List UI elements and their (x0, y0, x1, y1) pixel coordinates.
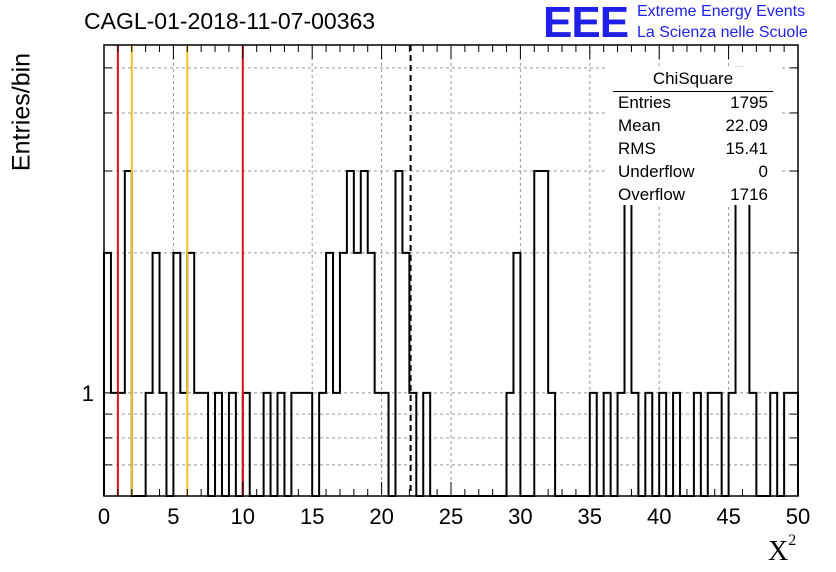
stats-label: Mean (618, 116, 661, 135)
stats-box: ChiSquare Entries 1795 Mean 22.09 RMS 15… (607, 67, 779, 205)
logo-line-2: La Scienza nelle Scuole (637, 24, 808, 41)
stats-title: ChiSquare (652, 69, 734, 88)
marker-lines-layer (116, 45, 412, 496)
stats-value: 0 (758, 162, 768, 181)
x-tick-label: 5 (167, 504, 179, 529)
stats-label: Overflow (618, 185, 686, 204)
logo-line-1: Extreme Energy Events (637, 3, 806, 20)
chart-title: CAGL-01-2018-11-07-00363 (84, 8, 376, 34)
stats-row-entries: Entries 1795 (618, 93, 768, 115)
x-tick-label: 10 (231, 504, 255, 529)
stats-row-overflow: Overflow 1716 (618, 185, 768, 207)
x-tick-label: 50 (786, 504, 810, 529)
x-tick-label: 30 (508, 504, 532, 529)
stats-row-mean: Mean 22.09 (618, 116, 768, 138)
stats-label: Underflow (618, 162, 695, 181)
stats-label: Entries (618, 93, 671, 112)
x-tick-label: 20 (369, 504, 393, 529)
stats-row-underflow: Underflow 0 (618, 162, 768, 184)
x-tick-label: 40 (647, 504, 671, 529)
stats-row-rms: RMS 15.41 (618, 139, 768, 161)
stats-value: 15.41 (725, 139, 768, 158)
stats-value: 22.09 (725, 116, 768, 135)
eee-logo: EEE (543, 0, 629, 47)
stats-label: RMS (618, 139, 656, 158)
x-tick-label: 15 (300, 504, 324, 529)
stats-value: 1716 (730, 185, 768, 204)
stats-divider (613, 91, 773, 92)
x-tick-label: 35 (578, 504, 602, 529)
y-axis-label: Entries/bin (7, 52, 36, 172)
stats-value: 1795 (730, 93, 768, 112)
x-tick-label: 25 (439, 504, 463, 529)
ticks-layer: 0 5 10 15 20 25 30 35 40 45 50 1 (82, 45, 810, 529)
x-tick-label: 0 (98, 504, 110, 529)
x-axis-label: X2 (768, 532, 797, 567)
x-tick-label: 45 (716, 504, 740, 529)
y-tick-label: 1 (82, 381, 94, 406)
